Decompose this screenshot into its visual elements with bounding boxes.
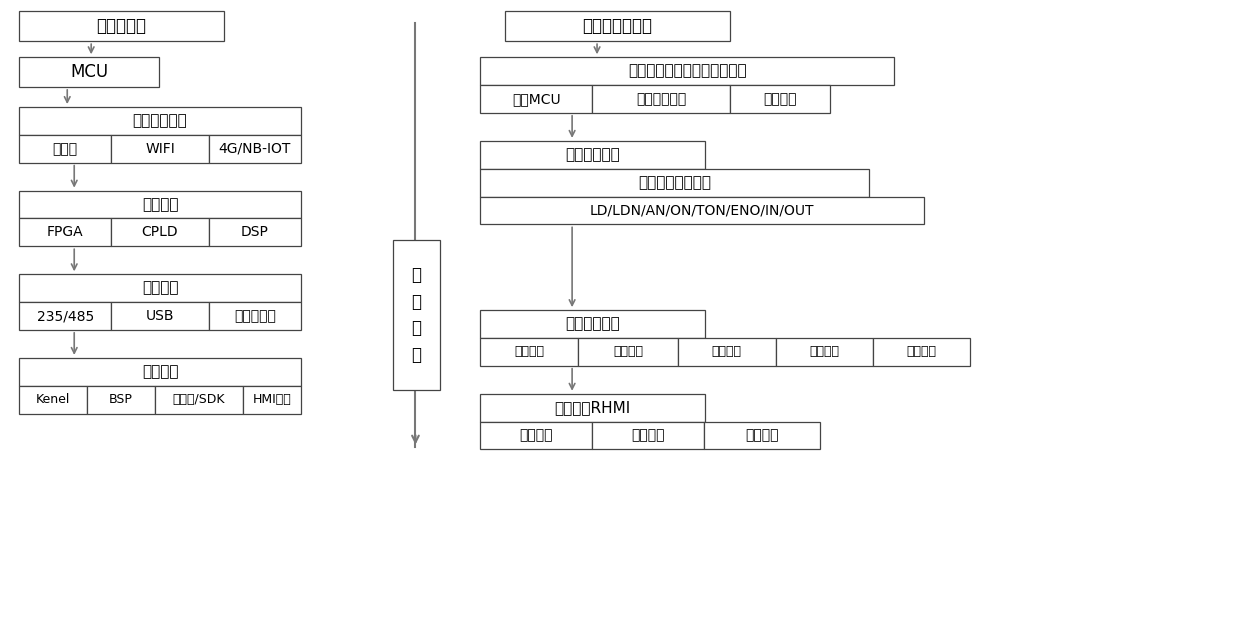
Text: 软
件
描
述: 软 件 描 述 <box>412 267 422 363</box>
Text: HMI人机: HMI人机 <box>253 393 291 406</box>
Bar <box>112 302 208 330</box>
Text: 程序设计环境: 程序设计环境 <box>565 317 620 331</box>
Bar <box>678 338 776 366</box>
Text: 控制器型号（虚拟硬件描述）: 控制器型号（虚拟硬件描述） <box>627 64 746 78</box>
Text: 外设扩展: 外设扩展 <box>141 281 179 296</box>
Text: 控制功能封装: 控制功能封装 <box>565 147 620 162</box>
Bar <box>480 169 869 197</box>
Text: 控制扩展: 控制扩展 <box>141 197 179 212</box>
Text: 自定义接口: 自定义接口 <box>234 309 275 323</box>
Text: 云端虚拟控制器: 云端虚拟控制器 <box>583 17 652 35</box>
Bar <box>480 197 924 224</box>
Bar <box>208 302 301 330</box>
Bar <box>480 394 704 422</box>
Bar <box>480 85 591 113</box>
Text: 解释器/SDK: 解释器/SDK <box>172 393 226 406</box>
Text: 数据接口: 数据接口 <box>906 345 937 358</box>
Bar <box>20 11 224 41</box>
Bar <box>20 107 301 135</box>
Bar <box>87 386 155 413</box>
Bar <box>591 422 704 449</box>
Bar <box>873 338 970 366</box>
Bar <box>480 422 591 449</box>
Text: 4G/NB-IOT: 4G/NB-IOT <box>218 142 291 155</box>
Text: LD/LDN/AN/ON/TON/ENO/IN/OUT: LD/LDN/AN/ON/TON/ENO/IN/OUT <box>590 204 815 217</box>
Text: DSP: DSP <box>241 226 269 240</box>
Bar <box>20 219 112 246</box>
Text: 远程人机RHMI: 远程人机RHMI <box>554 400 631 415</box>
Bar <box>243 386 301 413</box>
Bar <box>480 57 894 85</box>
Text: WIFI: WIFI <box>145 142 175 155</box>
Bar <box>480 338 578 366</box>
Text: BSP: BSP <box>109 393 133 406</box>
Text: 状态监测: 状态监测 <box>745 428 779 442</box>
Bar <box>20 135 112 162</box>
Text: 功能设定: 功能设定 <box>520 428 553 442</box>
Bar <box>480 310 704 338</box>
Bar <box>20 302 112 330</box>
Text: Kenel: Kenel <box>36 393 71 406</box>
Text: 应用发布: 应用发布 <box>810 345 839 358</box>
Text: 以太网: 以太网 <box>52 142 78 155</box>
Bar <box>20 386 87 413</box>
Bar <box>704 422 820 449</box>
Bar <box>208 135 301 162</box>
Text: USB: USB <box>146 309 175 323</box>
Bar <box>20 274 301 302</box>
Text: 定义扩展: 定义扩展 <box>763 92 796 106</box>
Bar <box>20 358 301 386</box>
Bar <box>776 338 873 366</box>
Text: CPLD: CPLD <box>141 226 179 240</box>
Bar <box>480 141 704 169</box>
Text: 网络通信接口: 网络通信接口 <box>133 113 187 128</box>
Bar <box>112 135 208 162</box>
Bar <box>20 191 301 219</box>
Bar <box>208 219 301 246</box>
Text: 功能调试: 功能调试 <box>631 428 665 442</box>
Bar <box>578 338 678 366</box>
Text: 用户界面: 用户界面 <box>712 345 742 358</box>
Bar <box>112 219 208 246</box>
Bar <box>730 85 830 113</box>
Bar <box>393 240 440 390</box>
Bar <box>505 11 730 41</box>
Text: FPGA: FPGA <box>47 226 83 240</box>
Text: 235/485: 235/485 <box>37 309 94 323</box>
Text: 物理控制器: 物理控制器 <box>97 17 146 35</box>
Bar <box>155 386 243 413</box>
Text: MCU: MCU <box>71 63 108 81</box>
Text: 定义MCU: 定义MCU <box>512 92 560 106</box>
Bar <box>20 57 159 87</box>
Text: 操作系统: 操作系统 <box>141 364 179 379</box>
Bar <box>591 85 730 113</box>
Text: 定义通信接口: 定义通信接口 <box>636 92 686 106</box>
Text: 程序执行基本组件: 程序执行基本组件 <box>639 175 712 190</box>
Text: 逻辑设计: 逻辑设计 <box>515 345 544 358</box>
Text: 功能验证: 功能验证 <box>613 345 644 358</box>
